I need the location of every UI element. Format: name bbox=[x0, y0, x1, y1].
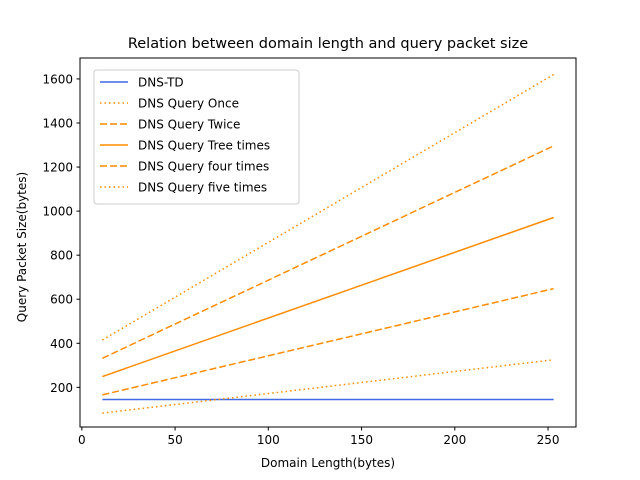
plot-lines bbox=[101, 73, 555, 414]
x-axis: 0 50 100 150 200 250 bbox=[78, 427, 559, 447]
series-line-4 bbox=[102, 216, 554, 378]
y-tick-label: 1200 bbox=[42, 161, 73, 175]
y-tick-label: 1000 bbox=[42, 205, 73, 219]
legend-label-6: DNS Query five times bbox=[138, 181, 267, 195]
x-axis-label: Domain Length(bytes) bbox=[261, 456, 395, 470]
legend-box bbox=[93, 69, 300, 205]
legend-label-4: DNS Query Tree times bbox=[138, 139, 270, 153]
legend-label-5: DNS Query four times bbox=[138, 160, 269, 174]
y-tick-label: 1600 bbox=[42, 72, 73, 86]
y-tick-label: 400 bbox=[50, 337, 73, 351]
y-tick-label: 800 bbox=[50, 249, 73, 263]
series-line-3 bbox=[102, 287, 554, 396]
x-tick-label: 100 bbox=[257, 433, 280, 447]
y-axis: 200 400 600 800 1000 1200 1400 1600 bbox=[42, 72, 80, 395]
legend-label-2: DNS Query Once bbox=[138, 97, 239, 111]
series-line-2 bbox=[102, 359, 554, 414]
x-tick-label: 150 bbox=[350, 433, 373, 447]
y-tick-label: 600 bbox=[50, 293, 73, 307]
x-tick-label: 0 bbox=[78, 433, 86, 447]
y-tick-label: 200 bbox=[50, 381, 73, 395]
x-tick-label: 50 bbox=[167, 433, 182, 447]
chart-title: Relation between domain length and query… bbox=[128, 36, 528, 52]
series-line-5 bbox=[102, 145, 554, 359]
series-line-6 bbox=[101, 73, 555, 341]
plot-frame bbox=[79, 57, 577, 428]
y-tick-label: 1400 bbox=[42, 116, 73, 130]
y-axis-label: Query Packet Size(bytes) bbox=[15, 172, 29, 322]
x-tick-label: 200 bbox=[443, 433, 466, 447]
legend-label-3: DNS Query Twice bbox=[138, 118, 240, 132]
legend-label-1: DNS-TD bbox=[138, 76, 184, 90]
legend: DNS-TD DNS Query Once DNS Query Twice DNS Q… bbox=[93, 69, 300, 205]
x-tick-label: 250 bbox=[537, 433, 560, 447]
